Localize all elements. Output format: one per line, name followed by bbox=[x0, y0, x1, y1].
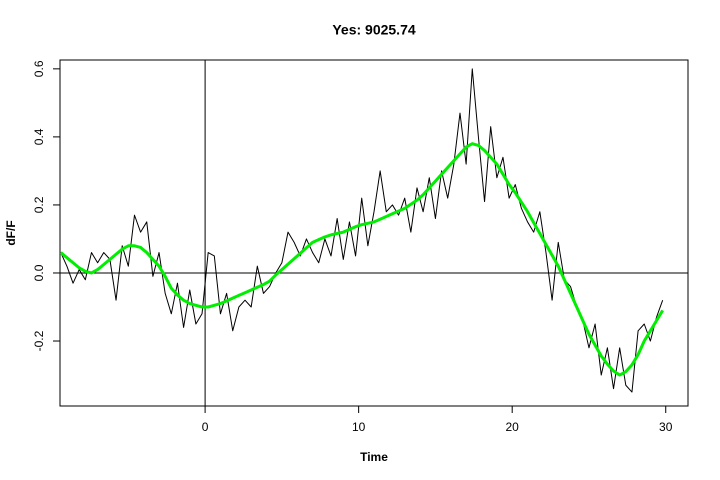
y-tick-label: -0.2 bbox=[32, 330, 46, 351]
x-axis-title: Time bbox=[360, 450, 388, 464]
x-tick-label: 10 bbox=[352, 420, 366, 434]
chart-title: Yes: 9025.74 bbox=[332, 22, 416, 38]
x-tick-label: 20 bbox=[506, 420, 520, 434]
data-line bbox=[60, 68, 664, 393]
y-tick-label: 0.4 bbox=[32, 128, 46, 145]
x-tick-label: 30 bbox=[659, 420, 673, 434]
y-tick-label: 0.0 bbox=[32, 264, 46, 281]
data-line bbox=[59, 142, 664, 377]
y-tick-label: 0.6 bbox=[32, 60, 46, 77]
y-axis-title: dF/F bbox=[4, 220, 18, 245]
y-tick-label: 0.2 bbox=[32, 196, 46, 213]
x-tick-label: 0 bbox=[202, 420, 209, 434]
